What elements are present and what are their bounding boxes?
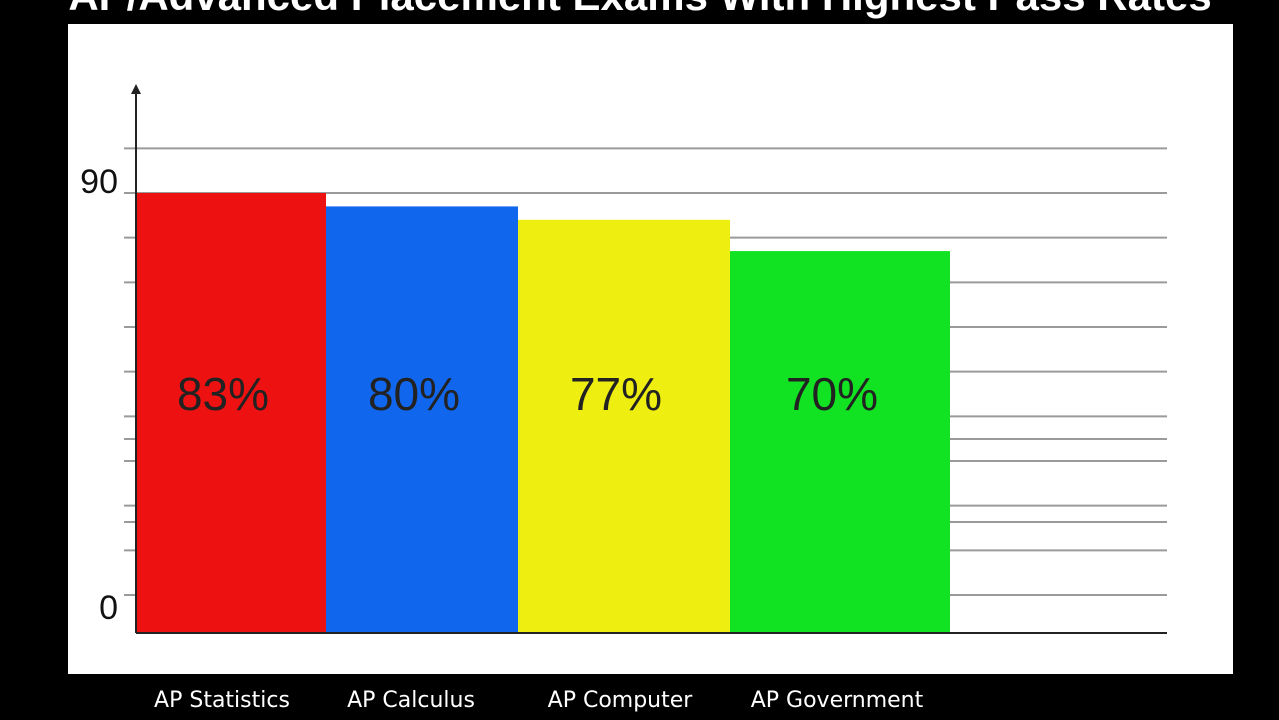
y-tick-label: 90	[80, 163, 118, 201]
bar-ap-calculus	[326, 206, 518, 633]
category-label: AP Government	[751, 688, 924, 713]
axes	[131, 84, 1167, 634]
bar-value-label: 80%	[368, 368, 460, 420]
bar-value-label: 77%	[570, 368, 662, 420]
bar-value-label: 70%	[786, 368, 878, 420]
bars: 83% 80% 77% 70%	[136, 193, 950, 634]
category-label: AP Computer	[548, 688, 694, 713]
y-tick-label: 0	[99, 589, 118, 627]
bar-value-label: 83%	[177, 368, 269, 420]
chart-title: AP/Advanced Placement Exams With Highest…	[68, 0, 1211, 19]
bar-ap-government	[730, 251, 950, 634]
y-axis-arrow	[131, 84, 141, 94]
category-labels: AP Statistics AP Calculus AP Computer AP Go…	[154, 688, 924, 713]
bar-ap-statistics	[136, 193, 326, 633]
category-label: AP Statistics	[154, 688, 290, 713]
tick-labels: 0 90	[80, 163, 118, 627]
category-label: AP Calculus	[347, 688, 475, 713]
bar-ap-computer	[518, 219, 730, 634]
